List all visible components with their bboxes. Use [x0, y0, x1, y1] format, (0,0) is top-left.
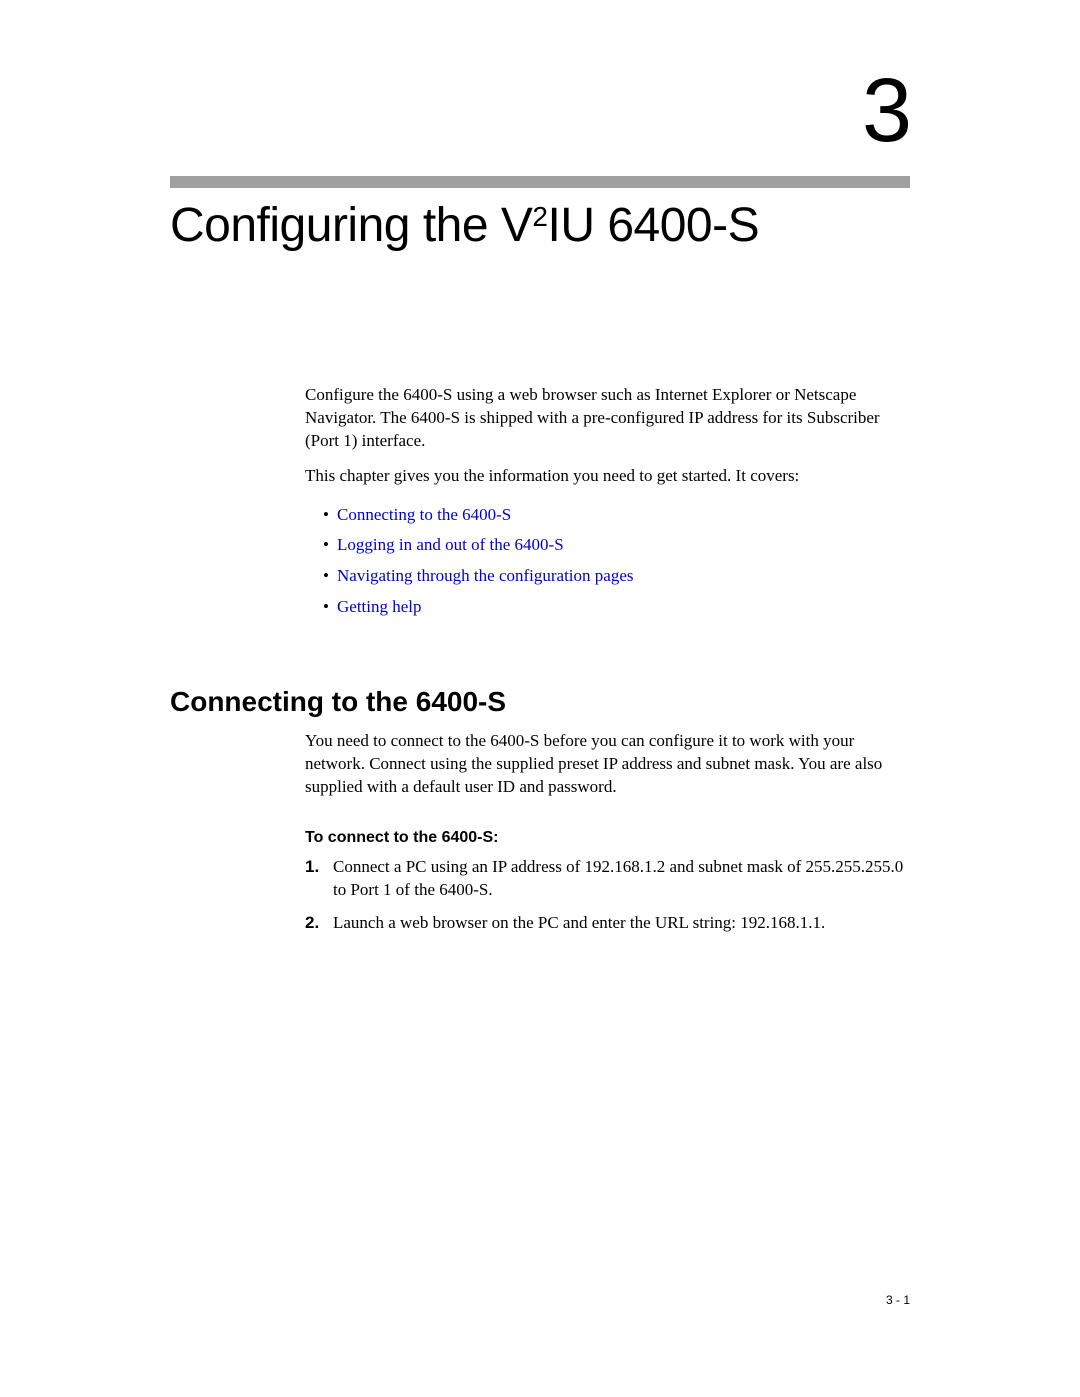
link-connecting[interactable]: Connecting to the 6400-S [337, 505, 511, 524]
chapter-title: Configuring the V2IU 6400-S [170, 198, 759, 253]
title-suffix: IU 6400-S [547, 199, 759, 252]
intro-paragraph-2: This chapter gives you the information y… [305, 465, 910, 488]
step-number: 1. [305, 856, 333, 902]
section-paragraph-1: You need to connect to the 6400-S before… [305, 730, 910, 799]
step-text: Connect a PC using an IP address of 192.… [333, 856, 910, 902]
section-body: You need to connect to the 6400-S before… [305, 730, 910, 945]
chapter-link-item: Logging in and out of the 6400-S [305, 530, 910, 561]
title-prefix: Configuring the V [170, 199, 532, 252]
intro-block: Configure the 6400-S using a web browser… [305, 384, 910, 622]
step-item: 1. Connect a PC using an IP address of 1… [305, 856, 910, 902]
link-logging[interactable]: Logging in and out of the 6400-S [337, 535, 564, 554]
procedure-subheading: To connect to the 6400-S: [305, 827, 910, 849]
title-superscript: 2 [532, 201, 547, 232]
chapter-link-item: Connecting to the 6400-S [305, 500, 910, 531]
step-text: Launch a web browser on the PC and enter… [333, 912, 910, 935]
step-item: 2. Launch a web browser on the PC and en… [305, 912, 910, 935]
chapter-links-list: Connecting to the 6400-S Logging in and … [305, 500, 910, 622]
chapter-link-item: Getting help [305, 592, 910, 623]
chapter-link-item: Navigating through the configuration pag… [305, 561, 910, 592]
link-navigating[interactable]: Navigating through the configuration pag… [337, 566, 633, 585]
link-help[interactable]: Getting help [337, 597, 422, 616]
steps-list: 1. Connect a PC using an IP address of 1… [305, 856, 910, 935]
horizontal-rule [170, 176, 910, 188]
step-number: 2. [305, 912, 333, 935]
section-heading: Connecting to the 6400-S [170, 686, 506, 718]
intro-paragraph-1: Configure the 6400-S using a web browser… [305, 384, 910, 453]
document-page: 3 Configuring the V2IU 6400-S Configure … [0, 0, 1080, 1397]
chapter-number: 3 [862, 60, 910, 163]
page-footer: 3 - 1 [886, 1293, 910, 1307]
